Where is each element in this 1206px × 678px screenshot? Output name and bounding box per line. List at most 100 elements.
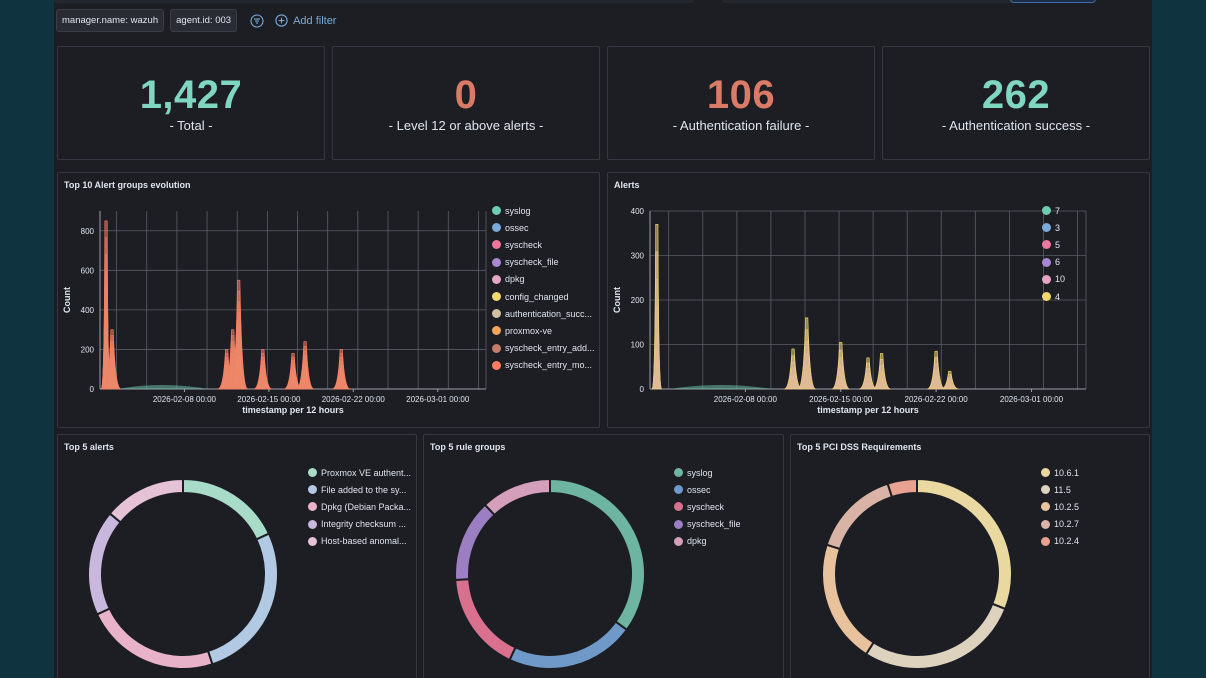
area-syscheck-entry-mo[interactable] <box>102 329 122 390</box>
area-4[interactable] <box>858 357 878 390</box>
metric-level12-value: 0 <box>454 72 478 117</box>
legend-item-authentication-succ[interactable]: authentication_succ... <box>492 305 600 322</box>
legend-item-10-2-7[interactable]: 10.2.7 <box>1041 516 1149 533</box>
legend-item-syslog[interactable]: syslog <box>674 464 782 481</box>
filter-pill-manager-name[interactable]: manager.name: wazuh <box>56 9 165 32</box>
slice-file-added-to-the-sy[interactable] <box>206 532 279 666</box>
slice-integrity-checksum[interactable] <box>87 512 122 616</box>
y-tick-label: 0 <box>90 385 95 394</box>
slice-10-2-5[interactable] <box>821 543 875 656</box>
legend-item-config-changed[interactable]: config_changed <box>492 288 600 305</box>
top5-rule-groups-donut[interactable] <box>430 455 670 678</box>
slice-ossec[interactable] <box>508 620 629 670</box>
legend-swatch <box>674 485 683 495</box>
area-4[interactable] <box>651 224 663 390</box>
date-picker-edge[interactable] <box>722 0 1058 3</box>
filter-pill-agent-id[interactable]: agent.id: 003 <box>170 9 238 32</box>
legend-item-integrity-checksum[interactable]: Integrity checksum ... <box>308 516 416 533</box>
area-syscheck-entry-mo[interactable] <box>283 353 303 390</box>
slice-10-2-7[interactable] <box>825 482 894 551</box>
alert-groups-evolution-panel: Top 10 Alert groups evolution 0 200 400 600… <box>57 172 600 428</box>
slice-syslog[interactable] <box>549 477 646 632</box>
legend-swatch <box>492 274 501 284</box>
slice-syscheck-file[interactable] <box>454 503 496 582</box>
legend-item-syscheck[interactable]: syscheck <box>492 236 600 253</box>
slice-host-based-anomal[interactable] <box>108 477 184 524</box>
area-4[interactable] <box>927 350 946 390</box>
y-tick-label: 200 <box>631 296 645 305</box>
alerts-chart[interactable]: 0 100 200 300 400 2026-02-08 00:00 2026-02-15 … <box>608 187 1088 427</box>
area-syscheck-entry-mo[interactable] <box>253 349 272 390</box>
legend-label: authentication_succ... <box>505 308 593 319</box>
legend-item-syscheck-file[interactable]: syscheck_file <box>674 516 782 533</box>
alert-groups-evolution-chart[interactable]: 0 200 400 600 800 2026-02-08 00:00 2026-02-15 … <box>58 187 488 427</box>
legend-item-7[interactable]: 7 <box>1042 202 1142 219</box>
legend-swatch <box>492 309 501 319</box>
legend-item-4[interactable]: 4 <box>1042 288 1142 305</box>
legend-item-proxmox-ve[interactable]: proxmox-ve <box>492 322 600 339</box>
legend-label: config_changed <box>505 291 569 302</box>
top5-rule-groups-panel: Top 5 rule groups syslog ossec syscheck sys… <box>423 434 784 678</box>
slice-proxmox-ve-authent[interactable] <box>182 477 271 541</box>
legend-item-6[interactable]: 6 <box>1042 254 1142 271</box>
legend-item-10-6-1[interactable]: 10.6.1 <box>1041 464 1149 481</box>
area-4[interactable] <box>872 353 891 390</box>
refresh-button-edge[interactable] <box>1010 0 1096 3</box>
filter-options-icon[interactable] <box>249 13 265 29</box>
legend-item-syscheck-entry-mo[interactable]: syscheck_entry_mo... <box>492 357 600 374</box>
legend-item-5[interactable]: 5 <box>1042 236 1142 253</box>
slice-10-2-4[interactable] <box>886 477 918 499</box>
slice-syscheck[interactable] <box>454 578 517 662</box>
legend-swatch <box>1042 223 1051 233</box>
legend-item-syscheck-entry-add[interactable]: syscheck_entry_add... <box>492 340 600 357</box>
slice-dpkg[interactable] <box>483 477 551 517</box>
legend-swatch <box>1042 240 1051 250</box>
legend-item-host-based-anomal[interactable]: Host-based anomal... <box>308 533 416 550</box>
legend-item-syscheck[interactable]: syscheck <box>674 498 782 515</box>
search-bar-edge[interactable] <box>54 0 694 3</box>
x-tick-label: 2026-02-15 00:00 <box>237 395 301 404</box>
legend-swatch <box>492 206 501 216</box>
area-syscheck-entry-mo[interactable] <box>229 279 249 390</box>
legend-item-3[interactable]: 3 <box>1042 219 1142 236</box>
legend-item-ossec[interactable]: ossec <box>674 481 782 498</box>
legend-item-10[interactable]: 10 <box>1042 271 1142 288</box>
y-tick-label: 100 <box>631 341 645 350</box>
legend-item-10-2-4[interactable]: 10.2.4 <box>1041 533 1149 550</box>
legend-item-ossec[interactable]: ossec <box>492 219 600 236</box>
legend-item-10-2-5[interactable]: 10.2.5 <box>1041 498 1149 515</box>
legend-item-syslog[interactable]: syslog <box>492 202 600 219</box>
y-tick-label: 0 <box>640 385 645 394</box>
area-syscheck-entry-mo[interactable] <box>332 349 351 390</box>
top5-alerts-donut[interactable] <box>64 455 304 678</box>
area-4[interactable] <box>797 317 816 390</box>
legend-item-dpkg-debian-packa[interactable]: Dpkg (Debian Packa... <box>308 498 416 515</box>
alerts-title: Alerts <box>614 180 640 190</box>
legend-item-proxmox-ve-authent[interactable]: Proxmox VE authent... <box>308 464 416 481</box>
legend-swatch <box>308 519 317 529</box>
legend-label: 11.5 <box>1054 484 1071 495</box>
top5-alerts-legend: Proxmox VE authent... File added to the s… <box>308 464 416 550</box>
slice-dpkg-debian-packa[interactable] <box>95 607 214 670</box>
area-syscheck-entry-mo[interactable] <box>295 341 315 390</box>
legend-item-dpkg[interactable]: dpkg <box>674 533 782 550</box>
slice-11-5[interactable] <box>864 602 1007 670</box>
legend-label: ossec <box>687 484 711 495</box>
area-4[interactable] <box>831 341 850 390</box>
x-tick-label: 2026-02-08 00:00 <box>714 395 778 404</box>
area-4[interactable] <box>783 348 803 390</box>
top5-pci-dss-donut[interactable] <box>797 455 1037 678</box>
legend-label: Host-based anomal... <box>321 536 407 547</box>
x-tick-label: 2026-02-22 00:00 <box>905 395 969 404</box>
legend-item-syscheck-file[interactable]: syscheck_file <box>492 254 600 271</box>
legend-item-11-5[interactable]: 11.5 <box>1041 481 1149 498</box>
legend-swatch <box>674 536 683 546</box>
add-filter-button[interactable]: Add filter <box>275 14 336 27</box>
legend-item-file-added-to-the-sy[interactable]: File added to the sy... <box>308 481 416 498</box>
slice-10-6-1[interactable] <box>916 477 1013 611</box>
legend-item-dpkg[interactable]: dpkg <box>492 271 600 288</box>
y-tick-label: 400 <box>631 207 645 216</box>
legend-label: 10.2.4 <box>1054 536 1080 547</box>
top5-pci-dss-title: Top 5 PCI DSS Requirements <box>797 442 922 452</box>
area-4[interactable] <box>940 370 959 390</box>
